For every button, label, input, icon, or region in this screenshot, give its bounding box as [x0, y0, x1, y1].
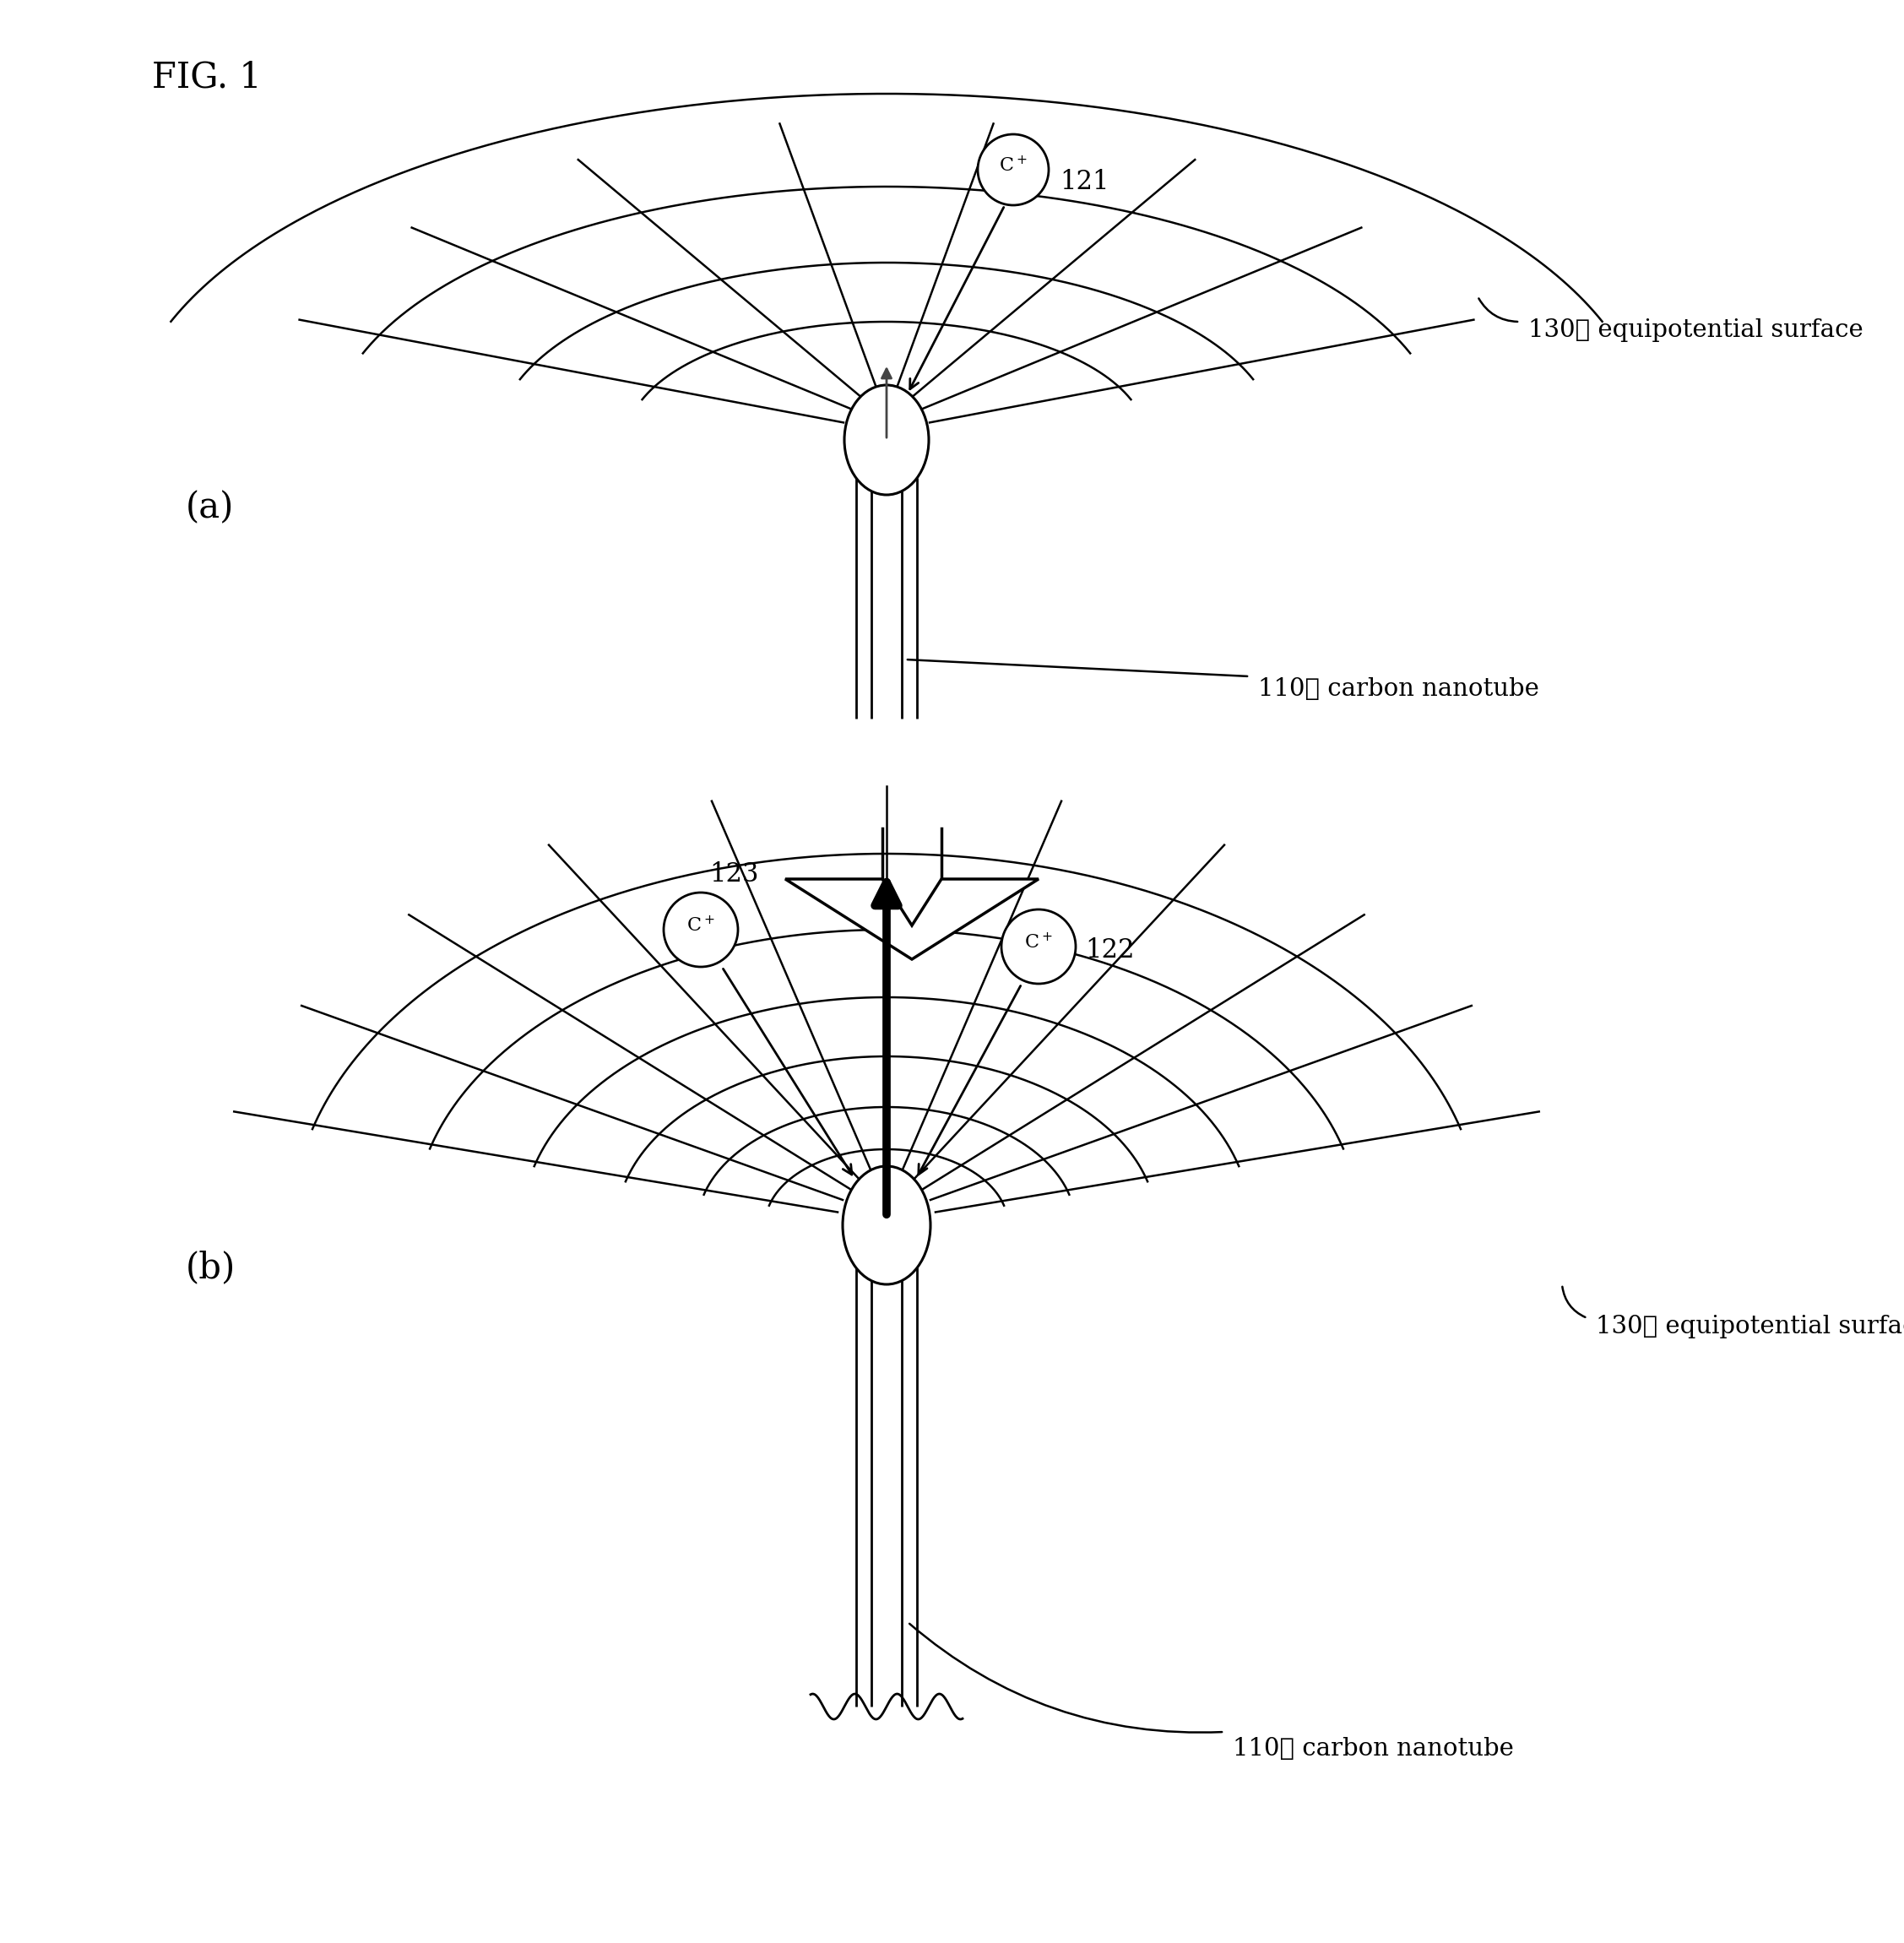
Text: C$^+$: C$^+$ — [1000, 155, 1028, 175]
Text: 121: 121 — [1061, 169, 1108, 196]
Text: 130： equipotential surface: 130： equipotential surface — [1529, 319, 1864, 342]
Text: (a): (a) — [187, 490, 234, 525]
Circle shape — [979, 134, 1049, 206]
Ellipse shape — [843, 1166, 931, 1284]
Text: (b): (b) — [187, 1249, 236, 1284]
Ellipse shape — [843, 385, 929, 495]
Text: C$^+$: C$^+$ — [1024, 933, 1053, 952]
Text: 123: 123 — [710, 863, 758, 888]
Polygon shape — [784, 878, 1038, 960]
Text: 122: 122 — [1085, 938, 1135, 964]
Text: FIG. 1: FIG. 1 — [152, 60, 261, 95]
Text: 110： carbon nanotube: 110： carbon nanotube — [1259, 678, 1538, 701]
Circle shape — [1002, 909, 1076, 983]
Circle shape — [664, 892, 739, 968]
Text: C$^+$: C$^+$ — [687, 915, 716, 935]
Text: 130： equipotential surface: 130： equipotential surface — [1596, 1315, 1904, 1339]
Text: 110： carbon nanotube: 110： carbon nanotube — [1232, 1737, 1514, 1760]
